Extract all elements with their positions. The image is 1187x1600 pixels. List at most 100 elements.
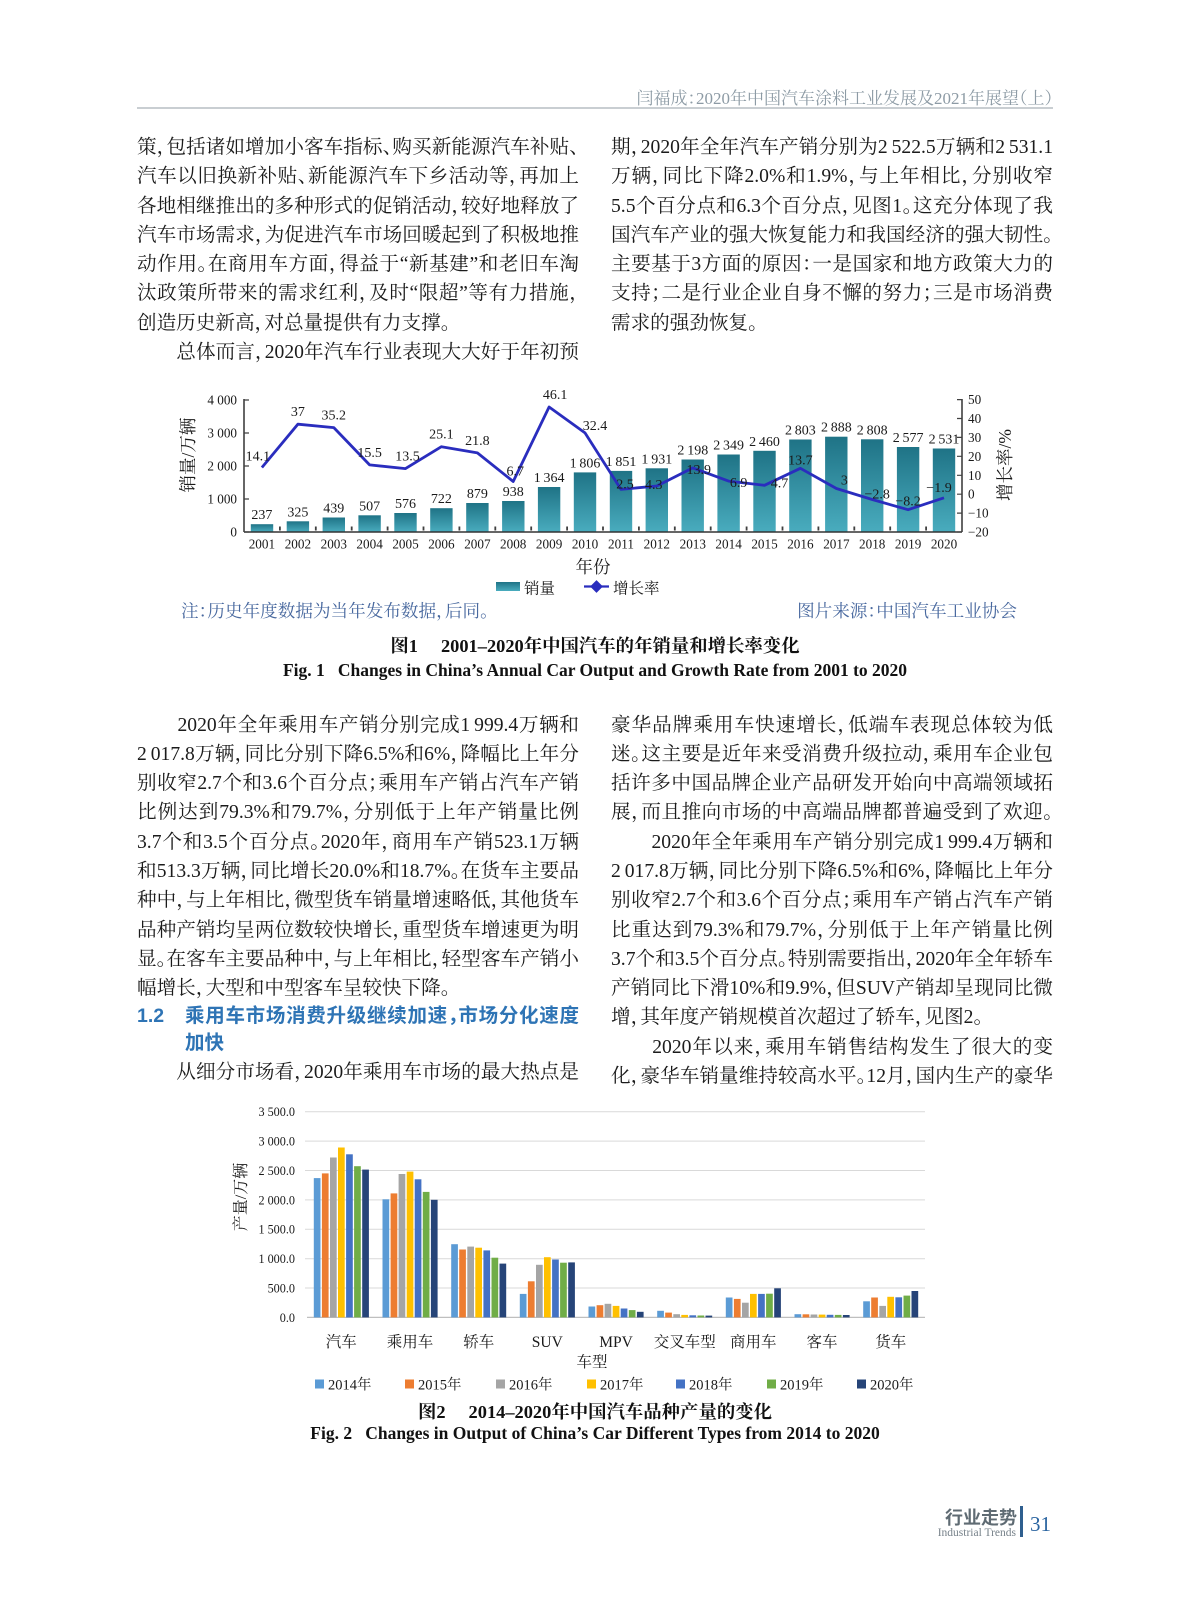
- svg-text:2005: 2005: [392, 537, 419, 552]
- svg-text:2 888: 2 888: [821, 421, 852, 436]
- svg-text:客车: 客车: [806, 1333, 837, 1351]
- svg-text:2018: 2018: [859, 537, 886, 552]
- svg-text:商用车: 商用车: [730, 1333, 777, 1351]
- svg-text:2010: 2010: [572, 537, 599, 552]
- svg-text:3 500.0: 3 500.0: [258, 1105, 295, 1119]
- svg-text:2 803: 2 803: [785, 424, 816, 439]
- svg-text:2017: 2017: [823, 537, 850, 552]
- svg-text:−1.9: −1.9: [926, 481, 951, 496]
- svg-text:25.1: 25.1: [429, 428, 454, 443]
- svg-text:50: 50: [968, 392, 982, 407]
- svg-text:237: 237: [251, 508, 272, 523]
- svg-text:2019: 2019: [895, 537, 922, 552]
- svg-text:2009: 2009: [536, 537, 563, 552]
- svg-text:1 806: 1 806: [570, 456, 601, 471]
- svg-text:2019年: 2019年: [780, 1376, 824, 1394]
- svg-text:15.5: 15.5: [357, 446, 382, 461]
- svg-text:2 577: 2 577: [893, 431, 924, 446]
- svg-text:2006: 2006: [428, 537, 455, 552]
- svg-text:30: 30: [968, 430, 982, 445]
- svg-text:4.3: 4.3: [645, 478, 663, 493]
- svg-text:1 851: 1 851: [606, 455, 637, 470]
- svg-text:乘用车: 乘用车: [387, 1333, 434, 1351]
- svg-text:325: 325: [287, 505, 308, 520]
- svg-text:2011: 2011: [608, 537, 634, 552]
- svg-text:注：历史年度数据为当年发布数据，后同。: 注：历史年度数据为当年发布数据，后同。: [181, 601, 489, 621]
- svg-text:2017年: 2017年: [600, 1376, 644, 1394]
- svg-text:车型: 车型: [576, 1353, 607, 1371]
- svg-text:2 000.0: 2 000.0: [258, 1193, 295, 1207]
- svg-text:2015: 2015: [751, 537, 778, 552]
- svg-text:6.7: 6.7: [506, 465, 524, 480]
- svg-text:3: 3: [841, 474, 848, 489]
- svg-text:4 000: 4 000: [207, 393, 237, 408]
- svg-text:2007: 2007: [464, 537, 491, 552]
- svg-text:2 460: 2 460: [749, 435, 780, 450]
- svg-text:32.4: 32.4: [583, 419, 608, 434]
- svg-text:SUV: SUV: [532, 1334, 564, 1351]
- svg-text:10: 10: [968, 468, 982, 483]
- svg-text:21.8: 21.8: [465, 434, 490, 449]
- svg-text:13.5: 13.5: [395, 450, 420, 465]
- svg-text:35.2: 35.2: [322, 409, 347, 424]
- svg-text:13.7: 13.7: [788, 453, 813, 468]
- svg-text:MPV: MPV: [599, 1334, 633, 1351]
- svg-text:2004: 2004: [356, 537, 383, 552]
- svg-text:500.0: 500.0: [268, 1282, 295, 1296]
- svg-text:2018年: 2018年: [689, 1376, 733, 1394]
- svg-text:销量/万辆: 销量/万辆: [178, 417, 198, 492]
- svg-text:2013: 2013: [680, 537, 707, 552]
- svg-text:3 000: 3 000: [207, 426, 237, 441]
- svg-text:−10: −10: [968, 506, 989, 521]
- svg-text:20: 20: [968, 449, 982, 464]
- svg-text:2 000: 2 000: [207, 459, 237, 474]
- svg-text:0.0: 0.0: [280, 1311, 295, 1325]
- svg-text:2.5: 2.5: [616, 477, 634, 492]
- svg-text:6.9: 6.9: [730, 476, 748, 491]
- svg-text:−2.8: −2.8: [864, 488, 889, 503]
- svg-text:图片来源：中国汽车工业协会: 图片来源：中国汽车工业协会: [797, 601, 1017, 621]
- svg-text:2008: 2008: [500, 537, 527, 552]
- svg-text:2016: 2016: [787, 537, 814, 552]
- svg-text:37: 37: [291, 405, 305, 420]
- svg-text:2 500.0: 2 500.0: [258, 1164, 295, 1178]
- svg-text:增长率: 增长率: [613, 580, 660, 598]
- svg-text:交叉车型: 交叉车型: [654, 1333, 716, 1351]
- svg-text:938: 938: [503, 485, 524, 500]
- svg-text:2 349: 2 349: [713, 439, 744, 454]
- svg-text:2 808: 2 808: [857, 423, 888, 438]
- svg-text:2014: 2014: [715, 537, 742, 552]
- svg-text:1 364: 1 364: [534, 471, 565, 486]
- svg-text:0: 0: [230, 525, 237, 540]
- svg-text:3 000.0: 3 000.0: [258, 1135, 295, 1149]
- svg-text:1 000.0: 1 000.0: [258, 1252, 295, 1266]
- svg-text:2012: 2012: [644, 537, 670, 552]
- svg-text:2016年: 2016年: [509, 1376, 553, 1394]
- svg-text:46.1: 46.1: [543, 388, 568, 403]
- svg-text:4.7: 4.7: [771, 476, 789, 491]
- svg-text:879: 879: [467, 487, 488, 502]
- svg-text:−8.2: −8.2: [895, 495, 920, 510]
- svg-text:1 000: 1 000: [207, 492, 237, 507]
- svg-text:2 531: 2 531: [929, 433, 960, 448]
- svg-text:13.9: 13.9: [687, 463, 712, 478]
- svg-text:增长率/%: 增长率/%: [995, 429, 1015, 501]
- svg-text:2020: 2020: [931, 537, 958, 552]
- svg-text:销量: 销量: [524, 580, 555, 598]
- svg-text:40: 40: [968, 411, 982, 426]
- svg-text:722: 722: [431, 492, 452, 507]
- svg-text:2020年: 2020年: [870, 1376, 914, 1394]
- svg-text:2001: 2001: [249, 537, 275, 552]
- svg-text:2015年: 2015年: [418, 1376, 462, 1394]
- svg-text:1 500.0: 1 500.0: [258, 1223, 295, 1237]
- svg-text:汽车: 汽车: [326, 1333, 357, 1351]
- svg-text:14.1: 14.1: [246, 450, 271, 465]
- svg-text:2 198: 2 198: [677, 444, 708, 459]
- svg-text:0: 0: [968, 487, 975, 502]
- svg-text:产量/万辆: 产量/万辆: [232, 1163, 250, 1231]
- svg-text:2014年: 2014年: [328, 1376, 372, 1394]
- svg-text:439: 439: [323, 502, 344, 517]
- svg-text:年份: 年份: [576, 557, 611, 577]
- svg-text:1 931: 1 931: [641, 452, 672, 467]
- svg-text:576: 576: [395, 497, 416, 512]
